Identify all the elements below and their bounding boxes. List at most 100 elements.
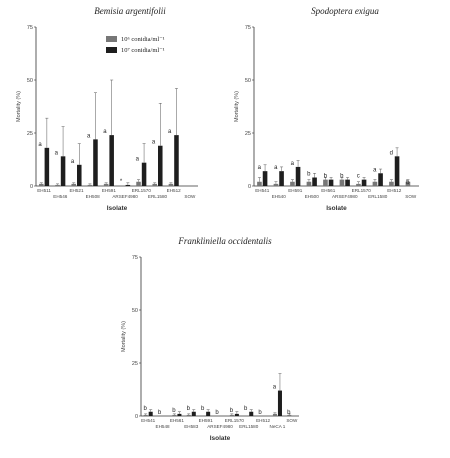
bar [177, 413, 182, 416]
x-tick-label: EH561 [170, 418, 184, 423]
bar [312, 177, 317, 186]
x-tick-label: NeCA 1 [270, 424, 286, 429]
legend-entry: 10⁷ conidia/ml⁻¹ [106, 44, 165, 55]
x-tick-label: EH561 [321, 188, 335, 193]
x-tick-label: EH508 [86, 194, 100, 199]
significance-letter: d [390, 150, 393, 156]
x-tick-label: EH500 [305, 194, 319, 199]
significance-letter: b [287, 410, 291, 416]
bar [186, 414, 191, 416]
x-tick-label: SOW [286, 418, 298, 423]
bar [361, 179, 367, 186]
significance-letter: a [291, 161, 295, 167]
x-tick-label: ERL1570 [352, 188, 372, 193]
y-tick-label: 0 [135, 414, 138, 420]
x-tick-label: EH541 [141, 418, 155, 423]
x-axis-label: Isolate [107, 205, 128, 212]
significance-letter: b [187, 406, 191, 412]
bar [71, 183, 76, 186]
bar [87, 184, 93, 186]
bar [249, 411, 254, 416]
x-tick-label: EH591 [199, 418, 213, 423]
x-tick-label: EH546 [53, 194, 67, 199]
chart-title: Frankliniella occidentalis [178, 236, 272, 246]
x-tick-label: ARSEF4980 [332, 194, 358, 199]
significance-letter: b [307, 172, 311, 178]
y-axis-label: Mortality (%) [16, 91, 22, 122]
bar [272, 413, 277, 416]
x-axis-label: Isolate [326, 205, 347, 212]
x-tick-label: ERL1580 [239, 424, 259, 429]
bar [229, 414, 234, 416]
y-tick-label: 50 [27, 78, 33, 84]
x-tick-label: EH548 [156, 424, 170, 429]
bar [44, 147, 50, 186]
x-tick-label: SOW [405, 194, 417, 199]
chart-title: Spodoptera exigua [311, 6, 379, 16]
bar [174, 135, 179, 186]
x-tick-label: EH512 [167, 188, 181, 193]
significance-letter: a [152, 140, 156, 146]
x-tick-label: ERL1580 [368, 194, 388, 199]
significance-letter: b [340, 174, 344, 180]
bar [356, 183, 361, 186]
bar [328, 179, 334, 186]
significance-letter: b [172, 408, 176, 414]
chart-spodoptera: 0 25 50 75 Mortality (%) Isolate a EH541 a EH540 a… [234, 25, 419, 212]
bar [125, 184, 131, 186]
y-tick-label: 75 [27, 25, 33, 31]
bar [257, 181, 262, 186]
bar [191, 411, 196, 416]
x-tick-label: EH511 [37, 188, 51, 193]
x-tick-label: EH540 [272, 194, 286, 199]
y-tick-label: 0 [248, 184, 251, 190]
bar [262, 171, 268, 186]
significance-letter: b [201, 406, 205, 412]
bar [273, 183, 279, 186]
bar [372, 181, 378, 186]
chart-title: Bemisia argentifolii [94, 6, 166, 16]
x-tick-label: EH591 [288, 188, 302, 193]
significance-letter: a [168, 129, 172, 135]
y-tick-label: 50 [132, 308, 138, 314]
significance-letter: b [406, 180, 410, 186]
bar [158, 145, 163, 186]
significance-letter: b [244, 406, 248, 412]
x-tick-label: EH591 [102, 188, 116, 193]
bar [148, 411, 153, 416]
x-tick-label: EH512 [387, 188, 401, 193]
bar [345, 179, 350, 186]
bar [143, 414, 148, 416]
legend: 10⁶ conidia/ml⁻¹ 10⁷ conidia/ml⁻¹ [106, 33, 165, 55]
significance-letter: a [38, 142, 42, 148]
significance-letter: a [55, 150, 59, 156]
x-axis-label: Isolate [210, 435, 231, 442]
chart-bemisia: 0 25 50 75 Mortality (%) Isolate a EH511 a EH546 a… [16, 25, 198, 212]
bar [306, 181, 312, 186]
bar [93, 139, 98, 186]
significance-letter: a [71, 159, 75, 165]
significance-letter: a [273, 385, 277, 391]
bar [206, 411, 211, 416]
bar [323, 179, 328, 186]
bar [394, 156, 400, 186]
y-tick-label: 25 [27, 131, 33, 137]
bar [109, 135, 114, 186]
bar [234, 413, 239, 416]
y-tick-label: 25 [132, 361, 138, 367]
bar [172, 414, 177, 416]
bar [295, 166, 301, 186]
y-tick-label: 0 [30, 184, 33, 190]
x-tick-label: ARSEF4980 [112, 194, 138, 199]
significance-letter: b [324, 174, 328, 180]
bar [141, 162, 147, 186]
x-tick-label: ERL1570 [132, 188, 152, 193]
bar [77, 164, 82, 186]
y-axis-label: Mortality (%) [234, 91, 240, 122]
y-tick-label: 50 [245, 78, 251, 84]
bar [339, 179, 345, 186]
bar [103, 183, 109, 186]
bar [277, 390, 282, 416]
x-tick-label: SOW [184, 194, 196, 199]
